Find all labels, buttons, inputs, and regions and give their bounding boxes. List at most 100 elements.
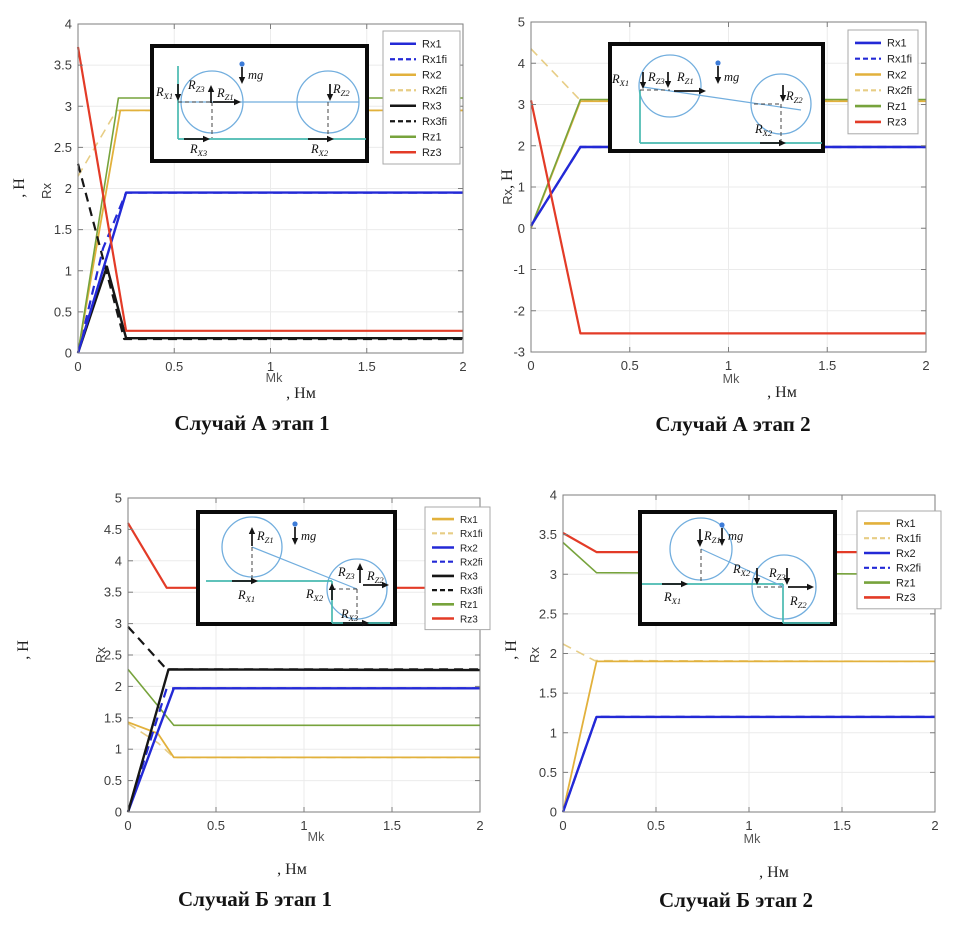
legend-label: Rz3 [887,117,907,129]
inset-label-sub: X2 [318,148,329,158]
legend-box [856,510,942,610]
y-tick-label: 3.5 [54,58,72,73]
y-tick-label: 0.5 [54,304,72,319]
force-arrowhead [328,583,336,590]
inset-label-sub: Z3 [777,572,786,582]
ysym-b2: Rx [527,647,543,663]
force-arrowhead [327,135,334,143]
inset-label-RZ3: RZ3 [337,565,355,581]
inset-label-sub: Z1 [265,535,274,545]
wheel-circle [326,558,388,620]
inset-label-main: R [768,566,777,580]
y-tick-label: 0 [65,346,72,361]
inset-label-RZ1: RZ1 [676,70,694,86]
ysym-b1: Rx [93,647,109,663]
legend-label: Rx3fi [460,586,483,597]
inset-label-main: R [732,562,741,576]
mg-dot [719,522,725,528]
inset-label-main: R [340,607,349,621]
inset-label-sub: X1 [671,596,681,606]
y-tick-label: 3 [518,97,525,112]
legend-label: Rz1 [422,132,442,144]
x-tick-label: 0 [124,818,131,833]
inset-label-main: R [189,142,198,156]
inset-label-main: R [663,590,672,604]
legend-label: Rx2 [887,69,907,81]
y-tick-label: 4 [115,553,122,568]
inset-label-main: R [703,529,712,543]
y-tick-label: 3 [550,567,557,582]
inset-border [638,510,837,626]
inset-label-main: R [305,587,314,601]
legend-label: Rx1fi [422,54,447,66]
legend-label: Rx1 [896,518,916,530]
inset-label-sub: Z3 [346,571,355,581]
force-arrowhead [696,540,704,547]
inset-label-mg: mg [301,529,316,543]
y-tick-label: 5 [115,491,122,506]
xlabel-b1: Mk [307,830,325,844]
force-arrowhead [699,87,706,95]
legend-box [424,506,491,631]
xlabel-b2: Mk [743,832,761,846]
x-tick-label: 1 [725,358,732,373]
force-arrowhead [248,527,256,534]
x-tick-label: 2 [459,359,466,374]
force-arrowhead [207,85,215,92]
x-tick-label: 1 [300,818,307,833]
legend-label: Rx1fi [887,54,912,66]
ysym-text: Rx [527,647,542,663]
mg-dot [715,60,721,66]
x-tick-label: 2 [922,358,929,373]
inset-label-sub: Z2 [341,88,351,98]
inset-label-RX1: RX1 [237,588,255,604]
inset-label-RZ2: RZ2 [366,569,384,585]
x-tick-label: 0.5 [621,358,639,373]
inset-label-main: R [754,122,763,136]
y-tick-label: 5 [518,15,525,30]
y-tick-label: 0 [115,805,122,820]
inset-label-RZ3: RZ3 [647,70,665,86]
yunit-text: , Н [503,640,520,660]
legend-label: Rz1 [887,101,907,113]
yunit-a1: , Н [11,178,28,198]
ysym-text: Rx [500,188,515,205]
inset-label-RX2: RX2 [305,587,324,603]
x-tick-label: 1.5 [358,359,376,374]
inset-label-RX2: RX2 [754,122,773,138]
y-tick-label: 2.5 [539,606,557,621]
force-arrowhead [639,82,647,89]
inset-label-RZ3: RZ3 [768,566,786,582]
x-tick-label: 0.5 [165,359,183,374]
chart-b2: 0 0.5 1 1.5 2 0 0.5 1 1.5 2 2.5 3 3.5 4 Rx1 Rx1fi Rx2 Rx2… [539,488,942,833]
inset-border [150,44,369,163]
chart-caption-a2: Случай А этап 2 [655,412,811,436]
y-tick-label: 0 [518,221,525,236]
legend-label: Rx1fi [896,533,921,545]
legend-box [382,30,461,165]
inset-label-sub: Z3 [656,76,665,86]
x-tick-label: 2 [931,818,938,833]
yunit-text: , Н [15,640,32,660]
inset-label-RZ1: RZ1 [216,86,234,102]
y-tick-label: 1 [65,263,72,278]
inset-label-RX1: RX1 [663,590,681,606]
ylabel-a2: Rx, Н [499,169,516,205]
y-tick-label: 0.5 [104,773,122,788]
x-tick-label: 0 [559,818,566,833]
legend-label: Rx1 [422,39,442,51]
y-tick-label: 2 [518,138,525,153]
series-Rx2 [126,687,480,813]
inset-label-main: R [187,78,196,92]
force-arrowhead [356,563,364,570]
y-tick-label: 3.5 [104,585,122,600]
chart-caption-a1: Случай А этап 1 [174,411,330,435]
force-arrowhead [779,139,786,147]
inset-label-main: mg [724,70,739,84]
y-tick-label: 1.5 [54,222,72,237]
inset-label-RZ1: RZ1 [703,529,721,545]
